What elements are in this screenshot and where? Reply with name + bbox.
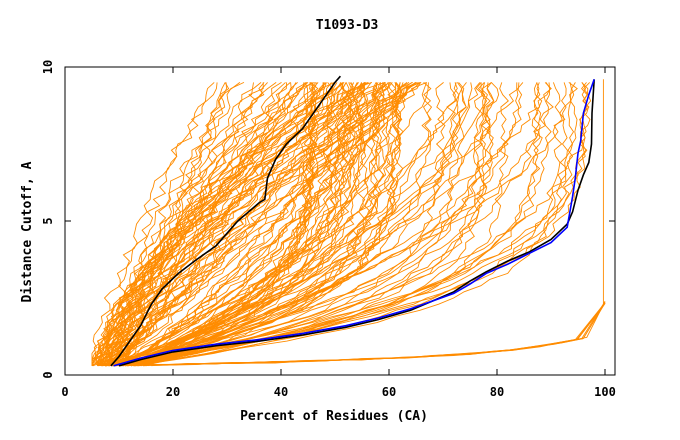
x-tick-label: 60 (382, 385, 396, 399)
model-line (124, 82, 568, 367)
model-line (118, 82, 578, 367)
model-line (123, 82, 410, 366)
model-line (100, 82, 325, 367)
x-tick-label: 80 (490, 385, 504, 399)
model-line (120, 82, 576, 367)
model-line (97, 81, 335, 367)
ticks-layer: 0 20 40 60 80 100 0 5 10 (41, 60, 616, 399)
model-line (122, 82, 495, 367)
model-line (131, 82, 486, 367)
model-line (139, 82, 467, 367)
model-line (110, 82, 420, 367)
y-tick-label: 0 (41, 371, 55, 378)
model-line (127, 82, 387, 367)
model-line (126, 82, 551, 367)
model-line (100, 82, 317, 367)
model-line (117, 82, 326, 367)
y-tick-label: 10 (41, 60, 55, 74)
model-line (106, 82, 297, 367)
model-line (135, 82, 481, 367)
model-line (111, 82, 312, 366)
model-line (111, 82, 592, 367)
model-line (97, 82, 292, 367)
model-line (91, 82, 218, 367)
model-line (116, 82, 369, 366)
model-line (110, 82, 227, 366)
model-line (147, 82, 377, 367)
chart-title: T1093-D3 (316, 18, 379, 33)
model-line (119, 82, 460, 367)
model-line (115, 82, 554, 367)
model-line (145, 82, 313, 367)
x-tick-label: 0 (61, 385, 68, 399)
model-line (102, 82, 226, 366)
highlight-series-0 (110, 75, 342, 367)
x-tick-label: 40 (274, 385, 288, 399)
y-tick-label: 5 (41, 217, 55, 224)
model-line (137, 82, 369, 367)
model-line (144, 82, 382, 367)
model-line (140, 82, 391, 366)
model-line (125, 82, 352, 367)
model-line (109, 82, 358, 366)
model-line (123, 82, 389, 366)
model-line (137, 82, 456, 367)
model-line (116, 82, 520, 367)
model-line (121, 82, 352, 366)
model-line (105, 82, 543, 367)
model-line (122, 82, 338, 367)
model-line (117, 82, 288, 366)
model-line (137, 82, 446, 367)
x-tick-label: 20 (166, 385, 180, 399)
model-line (124, 82, 495, 367)
model-line (124, 303, 606, 366)
model-line (122, 82, 433, 367)
highlight-lines-layer (110, 75, 595, 367)
model-line (112, 82, 591, 367)
model-line (114, 82, 485, 367)
model-line (91, 82, 417, 367)
highlight-series-2 (113, 79, 595, 367)
model-line (141, 82, 318, 367)
model-line (130, 82, 366, 367)
model-line (101, 82, 215, 366)
model-line (91, 82, 366, 367)
x-tick-label: 100 (594, 385, 616, 399)
y-axis-label: Distance Cutoff, A (20, 161, 35, 302)
model-line (143, 82, 524, 367)
model-line (122, 82, 338, 367)
model-line (122, 82, 377, 366)
highlight-series-1 (118, 79, 595, 367)
x-axis-label: Percent of Residues (CA) (240, 409, 428, 424)
model-line (97, 82, 298, 367)
model-line (104, 82, 403, 367)
